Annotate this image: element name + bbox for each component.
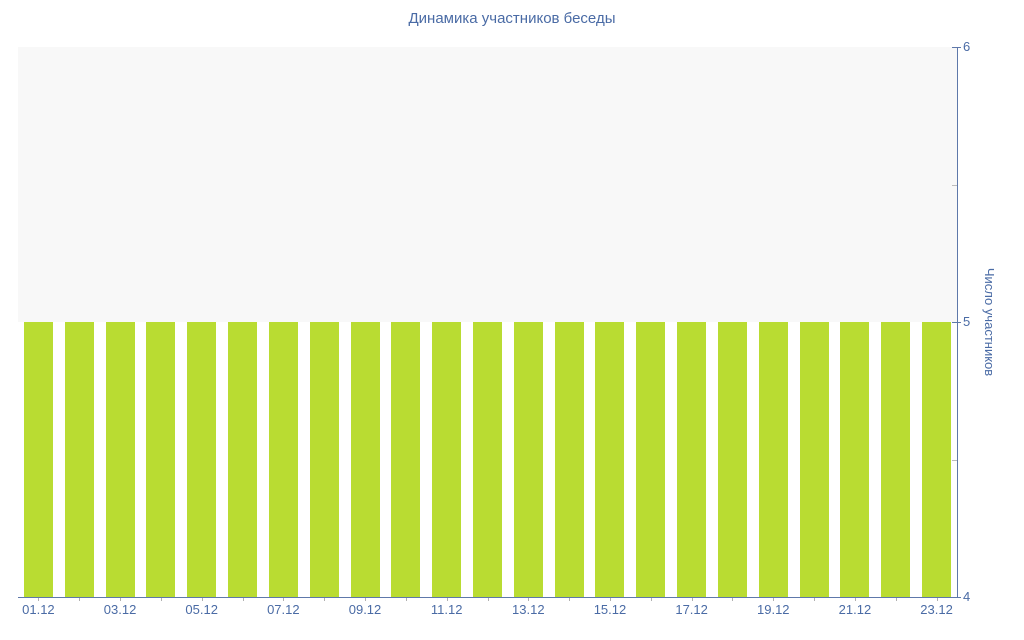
x-tick-12.12 <box>487 598 489 601</box>
x-tick-21.12 <box>854 598 856 601</box>
bar-05.12 <box>187 322 217 597</box>
x-tick-01.12 <box>38 598 40 601</box>
bar-04.12 <box>146 322 176 597</box>
bar-08.12 <box>309 322 339 597</box>
x-axis-line <box>18 597 958 598</box>
x-tick-09.12 <box>365 598 367 601</box>
x-tick-16.12 <box>650 598 652 601</box>
x-tick-label-09.12: 09.12 <box>348 602 382 617</box>
y-major-tick-4 <box>952 597 961 598</box>
x-tick-11.12 <box>446 598 448 601</box>
y-tick-label-6: 6 <box>963 39 971 54</box>
x-tick-19.12 <box>773 598 775 601</box>
x-tick-04.12 <box>160 598 162 601</box>
x-tick-label-13.12: 13.12 <box>512 602 545 617</box>
bar-23.12 <box>922 322 952 597</box>
x-tick-13.12 <box>528 598 530 601</box>
bar-10.12 <box>391 322 421 597</box>
bar-21.12 <box>840 322 870 597</box>
bar-11.12 <box>432 322 462 597</box>
x-tick-14.12 <box>569 598 571 601</box>
bar-18.12 <box>717 322 747 597</box>
bar-02.12 <box>64 322 94 597</box>
x-tick-05.12 <box>201 598 203 601</box>
bar-09.12 <box>350 322 380 597</box>
x-tick-10.12 <box>405 598 407 601</box>
x-tick-20.12 <box>814 598 816 601</box>
bar-22.12 <box>881 322 911 597</box>
x-tick-label-19.12: 19.12 <box>757 602 790 617</box>
bar-15.12 <box>595 322 625 597</box>
x-tick-label-23.12: 23.12 <box>920 602 953 617</box>
y-major-tick-5 <box>952 322 961 323</box>
x-tick-22.12 <box>895 598 897 601</box>
y-tick-label-5: 5 <box>963 314 971 329</box>
x-tick-label-05.12: 05.12 <box>185 602 218 617</box>
x-tick-label-21.12: 21.12 <box>838 602 872 617</box>
bar-06.12 <box>228 322 258 597</box>
bar-03.12 <box>105 322 135 597</box>
x-tick-label-01.12: 01.12 <box>22 602 55 617</box>
bar-19.12 <box>758 322 788 597</box>
x-tick-label-17.12: 17.12 <box>675 602 708 617</box>
y-minor-tick-4.5 <box>952 459 957 461</box>
bar-17.12 <box>677 322 707 597</box>
x-tick-label-15.12: 15.12 <box>593 602 627 617</box>
bar-01.12 <box>23 322 53 597</box>
plot-upper-background <box>18 47 957 322</box>
x-tick-15.12 <box>609 598 611 601</box>
x-tick-08.12 <box>324 598 326 601</box>
x-tick-03.12 <box>120 598 122 601</box>
bar-07.12 <box>268 322 298 597</box>
y-major-tick-6 <box>952 47 961 48</box>
bar-13.12 <box>513 322 543 597</box>
bar-16.12 <box>636 322 666 597</box>
x-tick-label-11.12: 11.12 <box>430 602 463 617</box>
bar-14.12 <box>554 322 584 597</box>
bar-20.12 <box>799 322 829 597</box>
chart-title: Динамика участников беседы <box>408 10 616 27</box>
x-tick-label-07.12: 07.12 <box>267 602 300 617</box>
x-tick-06.12 <box>242 598 244 601</box>
x-tick-17.12 <box>691 598 693 601</box>
x-tick-23.12 <box>936 598 938 601</box>
y-axis-title: Число участников <box>982 267 997 377</box>
bar-12.12 <box>473 322 502 597</box>
y-tick-label-4: 4 <box>963 589 971 604</box>
x-tick-02.12 <box>79 598 81 601</box>
x-tick-label-03.12: 03.12 <box>103 602 137 617</box>
x-tick-18.12 <box>732 598 734 601</box>
x-tick-07.12 <box>283 598 285 601</box>
y-minor-tick-5.5 <box>952 184 957 186</box>
